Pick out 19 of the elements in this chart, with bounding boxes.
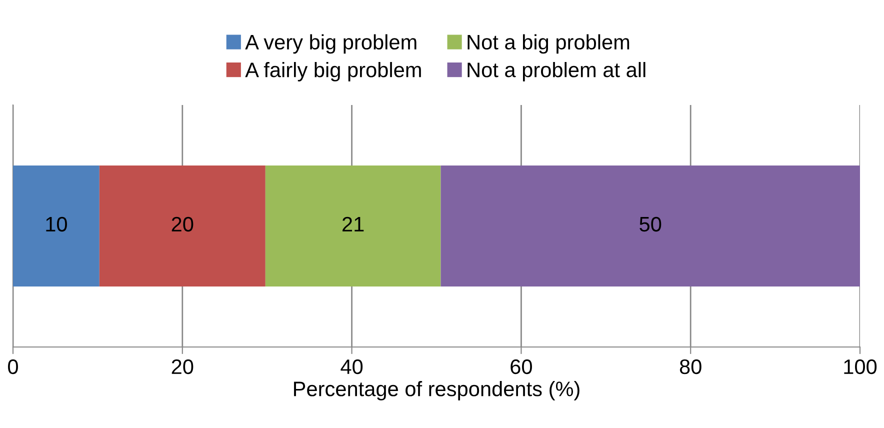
x-tick-label: 80: [680, 359, 702, 374]
bar: [440, 166, 860, 286]
x-tick-label: 40: [340, 359, 363, 374]
x-tick-label: 100: [844, 359, 877, 374]
x-tick-label: 20: [172, 359, 194, 374]
x-tick-label: 0: [8, 359, 18, 374]
data-label: 50: [640, 216, 662, 232]
data-label: 10: [46, 216, 67, 232]
legend-label: A fairly big problem: [245, 62, 421, 82]
data-label: 21: [342, 216, 364, 232]
legend-label: Not a big problem: [468, 34, 630, 54]
bar: [265, 166, 441, 286]
data-label: 20: [172, 216, 194, 232]
bar: [13, 166, 100, 286]
legend-label: Not a problem at all: [468, 62, 646, 82]
x-tick-label: 60: [510, 359, 532, 374]
x-axis-title: Percentage of respondents (%): [294, 381, 580, 400]
legend-label: A very big problem: [245, 34, 416, 54]
bar: [99, 166, 266, 286]
